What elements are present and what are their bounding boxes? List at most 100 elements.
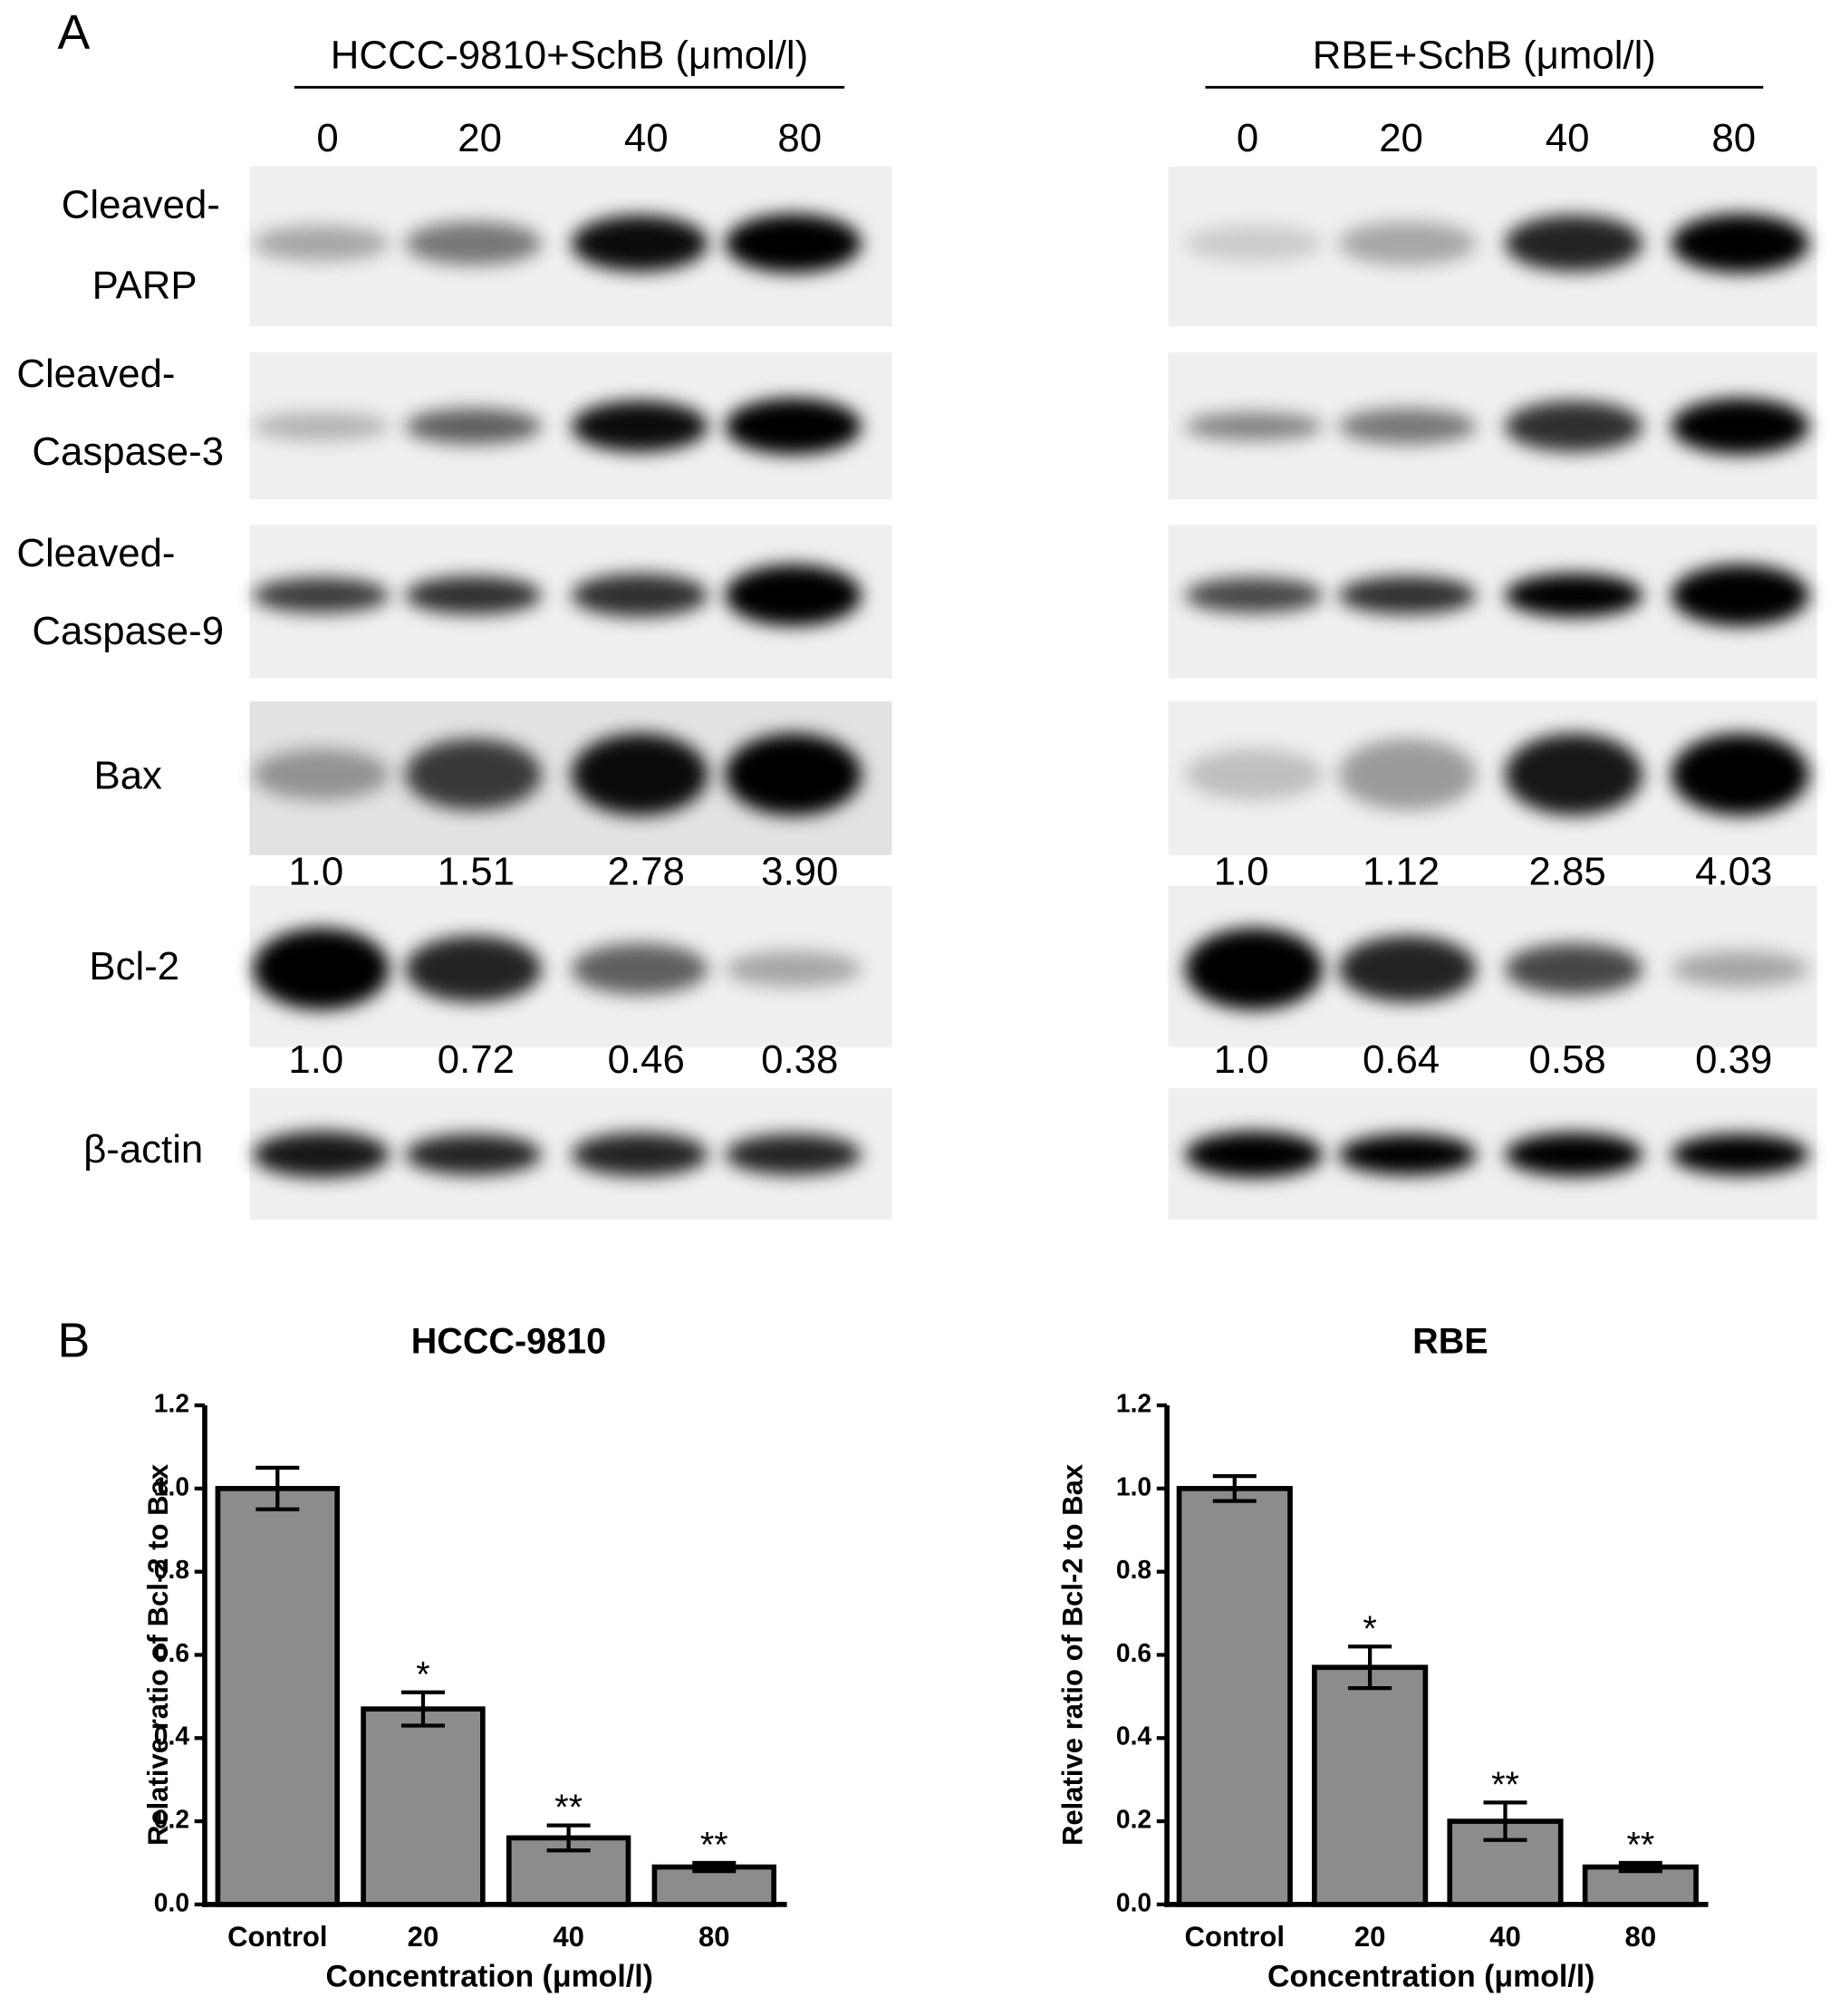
significance-label: ** xyxy=(700,1825,728,1865)
row-label: Cleaved- xyxy=(16,352,175,396)
x-tick-label: Control xyxy=(1185,1921,1285,1953)
band xyxy=(1185,748,1324,800)
error-bar xyxy=(1483,1800,1527,1842)
band xyxy=(1505,400,1643,452)
x-tick-label: 40 xyxy=(553,1921,584,1953)
x-axis-label: Concentration (μmol/l) xyxy=(326,1960,653,1994)
ratio-label: 0.38 xyxy=(761,1037,838,1082)
y-tick-label: 0.6 xyxy=(154,1638,189,1667)
band xyxy=(571,215,708,272)
ratio-label: 0.39 xyxy=(1695,1037,1772,1082)
band xyxy=(725,564,862,626)
band xyxy=(405,408,542,445)
band xyxy=(1671,1133,1809,1175)
y-axis-label: Relative ratio of Bcl-2 to Bax xyxy=(1057,1463,1089,1846)
band xyxy=(253,1131,390,1178)
panel-label: A xyxy=(58,5,91,60)
row-label: Caspase-3 xyxy=(32,429,224,474)
lane-label: 20 xyxy=(1379,116,1423,160)
lane-label: 40 xyxy=(624,116,669,160)
bar xyxy=(1176,1486,1293,1907)
band xyxy=(725,398,862,455)
chart-title: HCCC-9810 xyxy=(411,1322,606,1362)
band xyxy=(1505,1133,1643,1177)
error-bar xyxy=(692,1860,737,1874)
bar xyxy=(1582,1864,1699,1907)
band xyxy=(725,214,862,274)
y-tick-label: 0.4 xyxy=(1116,1722,1152,1751)
band xyxy=(1671,564,1809,626)
y-tick-label: 0.6 xyxy=(1116,1638,1151,1667)
ratio-label: 4.03 xyxy=(1695,849,1772,893)
band xyxy=(1671,214,1809,274)
y-tick-label: 1.0 xyxy=(154,1471,189,1500)
ratio-label: 1.51 xyxy=(438,849,515,893)
band xyxy=(253,412,390,441)
ratio-label: 0.72 xyxy=(438,1037,515,1082)
ratio-label: 3.90 xyxy=(761,849,838,893)
y-tick-label: 0.4 xyxy=(154,1722,190,1751)
panel-label: B xyxy=(58,1313,91,1367)
significance-label: ** xyxy=(1626,1825,1654,1865)
band xyxy=(1338,738,1477,811)
ratio-label: 0.46 xyxy=(608,1037,685,1082)
ratio-label: 1.0 xyxy=(288,849,343,893)
row-label: Cleaved- xyxy=(16,531,175,575)
bar xyxy=(1312,1664,1429,1907)
band xyxy=(405,575,542,615)
lane-label: 0 xyxy=(316,116,338,160)
chart-title: RBE xyxy=(1412,1322,1488,1362)
error-bar xyxy=(400,1690,445,1728)
band xyxy=(405,221,542,265)
lane-label: 20 xyxy=(458,116,502,160)
row-label: Bax xyxy=(94,754,163,798)
ratio-label: 2.85 xyxy=(1529,849,1606,893)
bar xyxy=(215,1486,341,1907)
band xyxy=(1671,398,1809,455)
ratio-label: 2.78 xyxy=(608,849,685,893)
band xyxy=(571,573,708,618)
ratio-label: 1.0 xyxy=(1214,1037,1269,1082)
ratio-label: 0.64 xyxy=(1363,1037,1440,1082)
y-axis-label: Relative ratio of Bcl-2 to Bax xyxy=(142,1463,174,1846)
band xyxy=(1338,221,1477,265)
band xyxy=(1338,1133,1477,1175)
band xyxy=(1338,408,1477,445)
band xyxy=(1185,928,1324,1010)
error-bar xyxy=(255,1465,300,1511)
x-tick-label: 80 xyxy=(698,1921,730,1953)
y-tick-label: 0.2 xyxy=(1116,1805,1151,1834)
band xyxy=(1185,1131,1324,1178)
x-tick-label: 20 xyxy=(408,1921,439,1953)
band xyxy=(571,400,708,452)
band xyxy=(1185,577,1324,613)
y-tick-label: 1.0 xyxy=(1116,1471,1151,1500)
x-tick-label: 40 xyxy=(1489,1921,1521,1953)
band xyxy=(1338,575,1477,615)
error-bar xyxy=(1618,1860,1662,1874)
y-tick-label: 1.2 xyxy=(154,1388,189,1417)
y-tick-label: 0.0 xyxy=(1116,1887,1151,1916)
band xyxy=(1338,935,1477,1003)
band xyxy=(571,943,708,995)
significance-label: ** xyxy=(1491,1765,1519,1805)
band xyxy=(725,950,862,988)
row-label: Bcl-2 xyxy=(89,944,179,989)
bar xyxy=(361,1706,486,1907)
lane-label: 80 xyxy=(777,116,822,160)
significance-label: ** xyxy=(554,1788,583,1828)
significance-label: * xyxy=(1363,1609,1376,1649)
x-tick-label: 20 xyxy=(1354,1921,1386,1953)
band xyxy=(725,733,862,815)
band xyxy=(253,748,390,800)
x-tick-label: Control xyxy=(227,1921,327,1953)
band xyxy=(253,225,390,262)
significance-label: * xyxy=(416,1654,429,1694)
lane-label: 0 xyxy=(1237,116,1258,160)
band xyxy=(725,1133,862,1175)
y-tick-label: 0.8 xyxy=(154,1555,189,1584)
error-bar xyxy=(546,1823,591,1853)
error-bar xyxy=(1348,1645,1392,1691)
